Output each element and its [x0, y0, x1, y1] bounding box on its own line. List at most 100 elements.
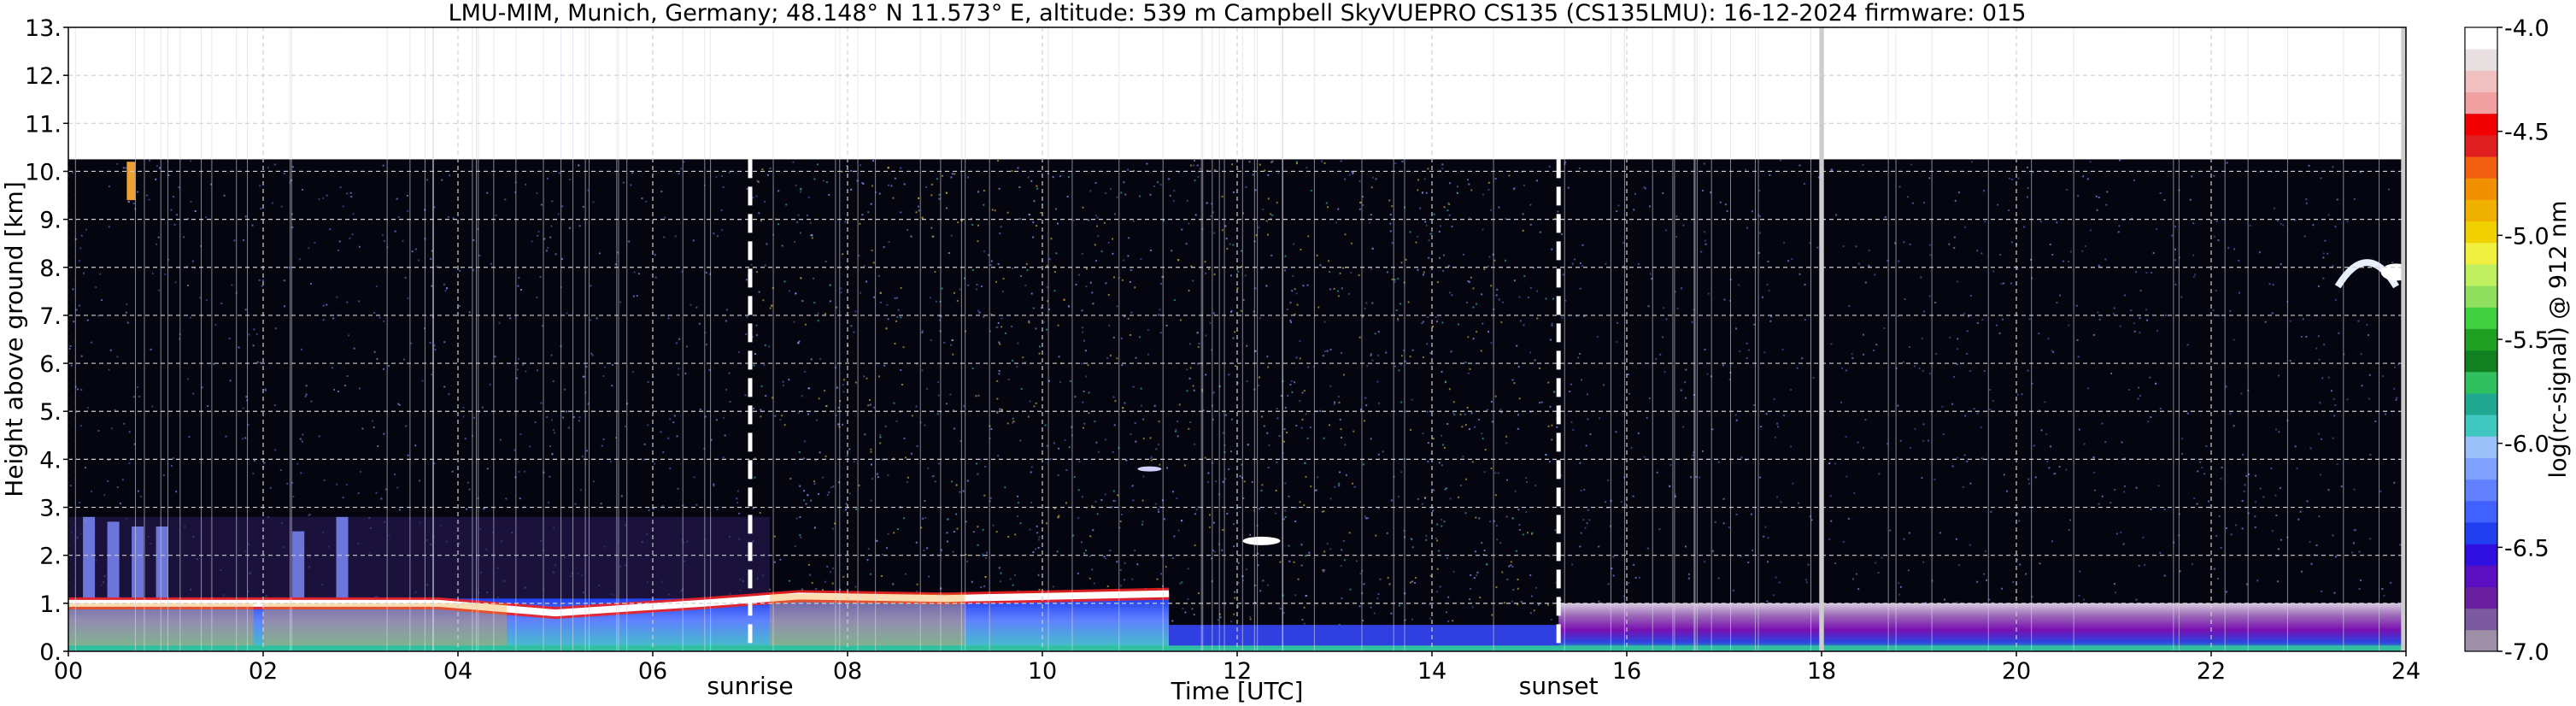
y-axis: 0.1.2.3.4.5.6.7.8.9.10.11.12.13. [25, 15, 68, 666]
noise-speck [837, 406, 840, 409]
noise-speck [1452, 620, 1454, 622]
noise-speck [2047, 338, 2050, 340]
noise-speck [1443, 521, 1446, 523]
noise-speck [1345, 474, 1347, 476]
noise-speck [1422, 274, 1424, 276]
noise-speck [689, 303, 692, 306]
noise-speck [1514, 490, 1517, 492]
noise-speck [1557, 210, 1559, 213]
noise-speck [103, 494, 106, 497]
noise-speck [1232, 522, 1235, 525]
noise-speck [383, 320, 385, 322]
noise-speck [647, 380, 649, 383]
noise-speck [1157, 509, 1159, 511]
noise-speck [1083, 391, 1085, 393]
noise-speck [1141, 521, 1144, 523]
noise-speck [2358, 588, 2361, 591]
noise-speck [274, 449, 277, 451]
noise-speck [1584, 527, 1587, 529]
noise-speck [2048, 467, 2051, 469]
noise-speck [807, 387, 810, 390]
noise-speck [1436, 568, 1439, 570]
noise-speck [1551, 438, 1553, 441]
noise-speck [1525, 511, 1528, 514]
noise-speck [1456, 191, 1458, 194]
noise-speck [2031, 382, 2033, 385]
noise-speck [2358, 550, 2361, 553]
noise-speck [433, 206, 436, 209]
noise-speck [797, 342, 800, 344]
noise-speck [1633, 209, 1635, 211]
noise-speck [988, 254, 990, 256]
noise-speck [494, 356, 496, 358]
noise-speck [810, 358, 813, 361]
noise-speck [2314, 554, 2316, 556]
noise-speck [824, 455, 827, 457]
noise-speck [1488, 256, 1491, 258]
noise-speck [1006, 422, 1009, 425]
noise-speck [1337, 295, 1340, 297]
noise-speck [2034, 476, 2037, 479]
noise-speck [878, 192, 881, 195]
noise-speck [824, 580, 826, 583]
noise-speck [2131, 217, 2133, 220]
noise-speck [850, 188, 853, 191]
noise-speck [963, 277, 965, 279]
noise-speck [1425, 534, 1428, 537]
noise-speck [1651, 278, 1653, 280]
noise-speck [486, 468, 489, 470]
noise-speck [879, 433, 882, 436]
noise-speck [1105, 282, 1107, 285]
noise-speck [318, 435, 320, 438]
noise-speck [69, 344, 72, 347]
noise-speck [1504, 259, 1506, 262]
noise-speck [1488, 331, 1490, 333]
noise-speck [1424, 221, 1427, 223]
noise-speck [2346, 398, 2349, 401]
noise-speck [2003, 282, 2005, 285]
noise-speck [91, 490, 93, 492]
noise-speck [872, 262, 875, 264]
noise-speck [1130, 485, 1133, 487]
noise-speck [2217, 577, 2220, 580]
noise-speck [2122, 543, 2125, 545]
noise-speck [2012, 580, 2015, 583]
noise-speck [2245, 474, 2248, 477]
noise-speck [1267, 197, 1270, 200]
noise-speck [1322, 355, 1324, 357]
noise-speck [1174, 430, 1177, 432]
noise-speck [344, 385, 347, 387]
noise-speck [699, 408, 701, 410]
noise-speck [2105, 203, 2108, 206]
noise-speck [1087, 219, 1089, 221]
noise-speck [1350, 272, 1353, 274]
noise-speck [1478, 418, 1481, 421]
noise-speck [146, 194, 149, 197]
noise-speck [1517, 427, 1519, 430]
noise-speck [1548, 555, 1551, 557]
noise-speck [1153, 404, 1156, 407]
noise-speck [1948, 243, 1951, 245]
y-tick-label: 12. [25, 63, 62, 90]
noise-speck [1551, 248, 1553, 250]
noise-speck [2097, 311, 2099, 314]
noise-speck [1928, 439, 1930, 442]
noise-speck [1365, 517, 1368, 520]
noise-speck [1085, 549, 1088, 551]
noise-speck [1056, 222, 1059, 225]
noise-speck [1767, 561, 1769, 563]
noise-speck [2275, 515, 2278, 517]
noise-speck [1612, 574, 1615, 577]
noise-speck [1284, 407, 1287, 409]
noise-speck [795, 185, 797, 187]
noise-speck [1941, 405, 1944, 408]
noise-speck [2366, 324, 2368, 327]
noise-speck [1265, 220, 1268, 222]
noise-speck [1903, 241, 1905, 244]
noise-speck [549, 475, 551, 478]
noise-speck [1388, 583, 1391, 585]
noise-speck [781, 244, 783, 247]
noise-speck [1443, 446, 1446, 449]
noise-speck [2217, 239, 2220, 242]
noise-speck [2135, 598, 2138, 601]
